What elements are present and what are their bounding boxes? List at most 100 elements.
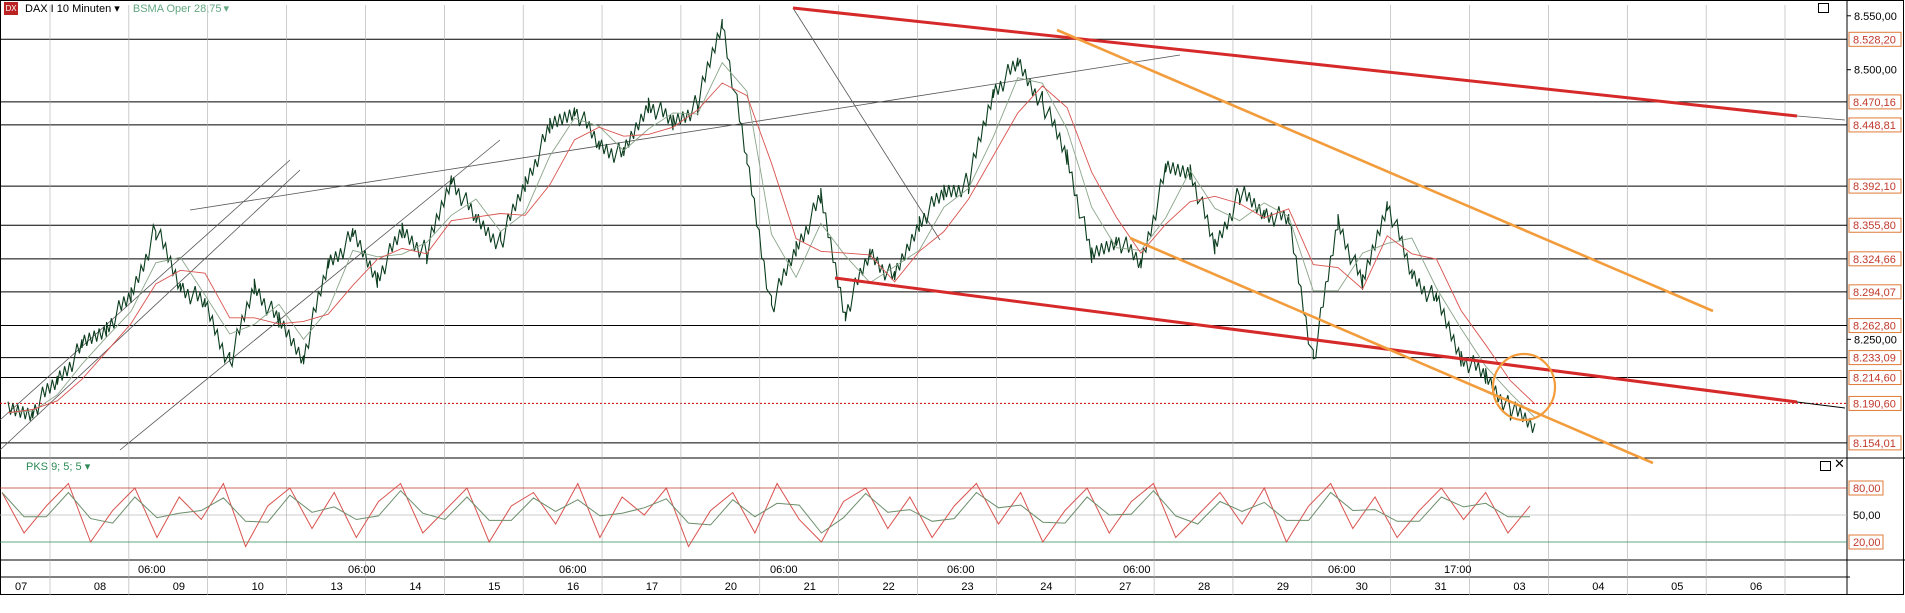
price-axis: 8.550,00 8.500,00 8.250,00 8.528,20 8.470,16… xyxy=(1847,11,1902,550)
oscillator-dropdown-icon[interactable]: ▾ xyxy=(81,461,91,473)
day-label: 04 xyxy=(1592,581,1604,593)
trendline xyxy=(792,7,941,241)
support-extension xyxy=(1796,401,1846,409)
level-label-box xyxy=(1848,178,1902,194)
level-label: 8.324,66 xyxy=(1853,254,1896,266)
level-label-box xyxy=(1848,117,1902,133)
orange-channel-upper xyxy=(1056,28,1714,313)
price-series xyxy=(7,18,1536,433)
day-label: 23 xyxy=(961,581,973,593)
moving-average-slow xyxy=(7,82,1536,414)
time-label: 06:00 xyxy=(348,564,376,576)
price-tick-label: 8.250,00 xyxy=(1854,334,1897,346)
level-label: 8.190,60 xyxy=(1853,398,1896,410)
time-axis: 07 08 09 10 13 14 15 16 17 20 21 22 23 24 27 28 29 30 31 03… xyxy=(15,564,1762,593)
level-label: 8.294,07 xyxy=(1853,287,1896,299)
day-label: 29 xyxy=(1277,581,1289,593)
time-label: 17:00 xyxy=(1444,564,1472,576)
day-label: 17 xyxy=(646,581,658,593)
maximize-oscillator-icon[interactable] xyxy=(1820,461,1831,471)
time-label: 06:00 xyxy=(770,564,798,576)
resistance-extension xyxy=(1796,115,1846,121)
level-label-box xyxy=(1848,435,1902,451)
time-label: 06:00 xyxy=(138,564,166,576)
indicator-label[interactable]: BSMA Oper 28,75 xyxy=(132,3,222,15)
level-label-box xyxy=(1848,370,1902,386)
day-label: 15 xyxy=(488,581,500,593)
level-label-box xyxy=(1848,31,1902,47)
level-label-box xyxy=(1848,284,1902,300)
trendline xyxy=(0,159,291,421)
moving-average-fast xyxy=(7,61,1536,418)
channel-lines xyxy=(792,6,1846,465)
red-resistance-line xyxy=(792,6,1798,118)
chart-header: DAX I 10 Minuten ▾ BSMA Oper 28,75 ▾ xyxy=(25,2,229,15)
indicator-dropdown-icon[interactable]: ▾ xyxy=(223,3,230,15)
trendline xyxy=(119,139,501,451)
highlight-circle xyxy=(1491,352,1557,422)
level-label-box xyxy=(1848,318,1902,334)
level-label: 8.214,60 xyxy=(1853,373,1896,385)
day-separators xyxy=(49,5,1786,595)
symbol-selector[interactable]: DAX I 10 Minuten xyxy=(25,3,112,15)
level-label: 8.154,01 xyxy=(1853,438,1896,450)
price-line xyxy=(7,18,1536,433)
app-logo-icon: DX xyxy=(4,2,18,15)
oscillator-d-line xyxy=(1,489,1530,534)
orange-channel-lower xyxy=(1129,236,1654,465)
oscillator-tick-label: 80,00 xyxy=(1853,483,1881,495)
level-label: 8.528,20 xyxy=(1853,34,1896,46)
level-label: 8.392,10 xyxy=(1853,181,1896,193)
close-oscillator-icon[interactable]: ✕ xyxy=(1834,457,1845,472)
time-label: 06:00 xyxy=(1328,564,1356,576)
oscillator-label[interactable]: PKS 9; 5; 5 xyxy=(26,461,82,473)
day-label: 31 xyxy=(1435,581,1447,593)
day-label: 06 xyxy=(1750,581,1762,593)
day-label: 24 xyxy=(1040,581,1052,593)
day-label: 09 xyxy=(173,581,185,593)
level-label: 8.355,80 xyxy=(1853,220,1896,232)
symbol-dropdown-icon[interactable]: ▾ xyxy=(111,3,120,15)
day-label: 08 xyxy=(94,581,106,593)
day-label: 05 xyxy=(1671,581,1683,593)
level-label: 8.448,81 xyxy=(1853,120,1896,132)
price-tick-label: 8.550,00 xyxy=(1854,11,1897,23)
level-label-box xyxy=(1848,217,1902,233)
maximize-icon[interactable] xyxy=(1818,3,1829,13)
day-label: 30 xyxy=(1356,581,1368,593)
level-label: 8.262,80 xyxy=(1853,321,1896,333)
outer-border xyxy=(0,0,1904,595)
time-label: 06:00 xyxy=(559,564,587,576)
day-label: 10 xyxy=(252,581,264,593)
oscillator-tick-label: 20,00 xyxy=(1853,537,1881,549)
horizontal-levels xyxy=(0,38,1847,444)
time-label: 06:00 xyxy=(1123,564,1151,576)
day-label: 13 xyxy=(330,581,342,593)
oscillator-label-box xyxy=(1848,534,1884,550)
red-support-line xyxy=(834,276,1798,404)
level-label-box xyxy=(1848,251,1902,267)
oscillator-label-box xyxy=(1848,480,1884,496)
trendlines xyxy=(0,7,1181,451)
chart-frame xyxy=(0,0,1905,595)
day-label: 07 xyxy=(15,581,27,593)
trendline xyxy=(189,54,1181,211)
level-label-box xyxy=(1848,350,1902,366)
day-label: 22 xyxy=(883,581,895,593)
day-label: 21 xyxy=(804,581,816,593)
price-tick-label: 8.500,00 xyxy=(1854,65,1897,77)
day-label: 20 xyxy=(725,581,737,593)
oscillator-header: PKS 9; 5; 5 ▾ xyxy=(26,460,90,473)
oscillator-k-line xyxy=(1,482,1531,548)
level-label-box xyxy=(1848,94,1902,110)
day-label: 27 xyxy=(1119,581,1131,593)
day-label: 16 xyxy=(567,581,579,593)
time-label: 06:00 xyxy=(947,564,975,576)
day-label: 14 xyxy=(409,581,421,593)
trendline xyxy=(0,169,301,451)
oscillator-series xyxy=(0,482,1847,548)
day-label: 03 xyxy=(1513,581,1525,593)
oscillator-tick-label: 50,00 xyxy=(1853,510,1881,522)
level-label: 8.233,09 xyxy=(1853,353,1896,365)
